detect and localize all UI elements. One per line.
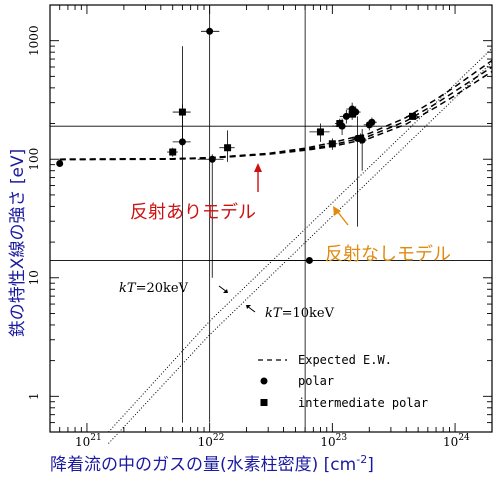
- kt20-label: kT=20keV: [119, 281, 189, 296]
- legend-label-intermediate: intermediate polar: [298, 396, 428, 410]
- x-axis-title-main: 降着流の中のガスの量(水素柱密度) [cm: [50, 455, 356, 475]
- kt10-arrow-icon: [246, 305, 256, 313]
- no-reflection-model-label: 反射なしモデル: [325, 244, 451, 265]
- x-tick-label-exp: 22: [213, 433, 224, 443]
- legend-label-polar: polar: [298, 374, 334, 388]
- x-tick-label-base: 10: [320, 435, 335, 449]
- reflection-model-label: 反射ありモデル: [130, 202, 256, 223]
- expected-ew-curve: [59, 70, 493, 161]
- kt20-arrow-icon: [218, 285, 228, 293]
- x-tick-label-base: 10: [443, 435, 458, 449]
- orange-arrow-icon: [333, 206, 349, 226]
- annotations: 反射ありモデル 反射なしモデル kT=20keV kT=10keV: [119, 163, 451, 321]
- kt10-label: kT=10keV: [265, 306, 335, 321]
- intermediate-polar-point: [348, 110, 356, 118]
- y-tick-label: 1: [27, 392, 41, 400]
- kt20-value: =20keV: [136, 281, 189, 296]
- expected-ew-curve: [59, 66, 493, 160]
- x-tick-label: 1021: [75, 433, 102, 449]
- x-tick-label-exp: 24: [458, 433, 470, 443]
- polar-point: [206, 27, 214, 35]
- red-arrow-icon: [254, 163, 262, 192]
- polar-point: [178, 138, 186, 146]
- x-tick-label-base: 10: [75, 435, 90, 449]
- kt10-value: =10keV: [282, 306, 335, 321]
- reference-lines: [50, 5, 492, 432]
- plot-frame: [49, 4, 493, 433]
- y-axis-title: 鉄の特性X線の強さ [eV]: [8, 149, 28, 337]
- intermediate-polar-point: [178, 108, 186, 116]
- polar-point: [342, 112, 350, 120]
- y-tick-label: 10: [27, 270, 41, 285]
- expected-ew-curve: [59, 59, 493, 160]
- intermediate-polar-point: [336, 120, 344, 128]
- intermediate-polar-point: [169, 148, 177, 156]
- intermediate-polar-point: [357, 134, 365, 142]
- x-tick-label-exp: 21: [90, 433, 101, 443]
- kt10-var: kT: [265, 306, 283, 321]
- polar-point: [208, 155, 216, 163]
- x-axis-title-exp: -2: [356, 453, 367, 466]
- x-axis-title: 降着流の中のガスの量(水素柱密度) [cm-2]: [50, 453, 374, 475]
- x-tick-label: 1023: [320, 433, 347, 449]
- x-tick-label-base: 10: [198, 435, 213, 449]
- polar-point: [305, 256, 313, 264]
- y-tick-label: 100: [27, 148, 41, 171]
- x-tick-label: 1024: [443, 433, 470, 449]
- legend-label-expected: Expected E.W.: [298, 353, 392, 367]
- intermediate-polar-point: [316, 128, 324, 136]
- legend-circle-symbol: [260, 377, 268, 385]
- data-markers: [56, 27, 417, 264]
- polar-point: [56, 160, 64, 168]
- legend: Expected E.W. polar intermediate polar: [258, 353, 428, 410]
- kt20-var: kT: [119, 281, 137, 296]
- y-tick-label: 1000: [27, 25, 41, 56]
- intermediate-polar-point: [409, 112, 417, 120]
- x-axis-title-close: ]: [367, 455, 374, 475]
- intermediate-polar-point: [224, 144, 232, 152]
- kt-model-curve: [108, 48, 493, 433]
- x-tick-label-exp: 23: [336, 433, 348, 443]
- polar-point: [368, 118, 376, 126]
- x-tick-label: 1022: [198, 433, 225, 449]
- intermediate-polar-point: [328, 140, 336, 148]
- legend-square-symbol: [260, 399, 268, 406]
